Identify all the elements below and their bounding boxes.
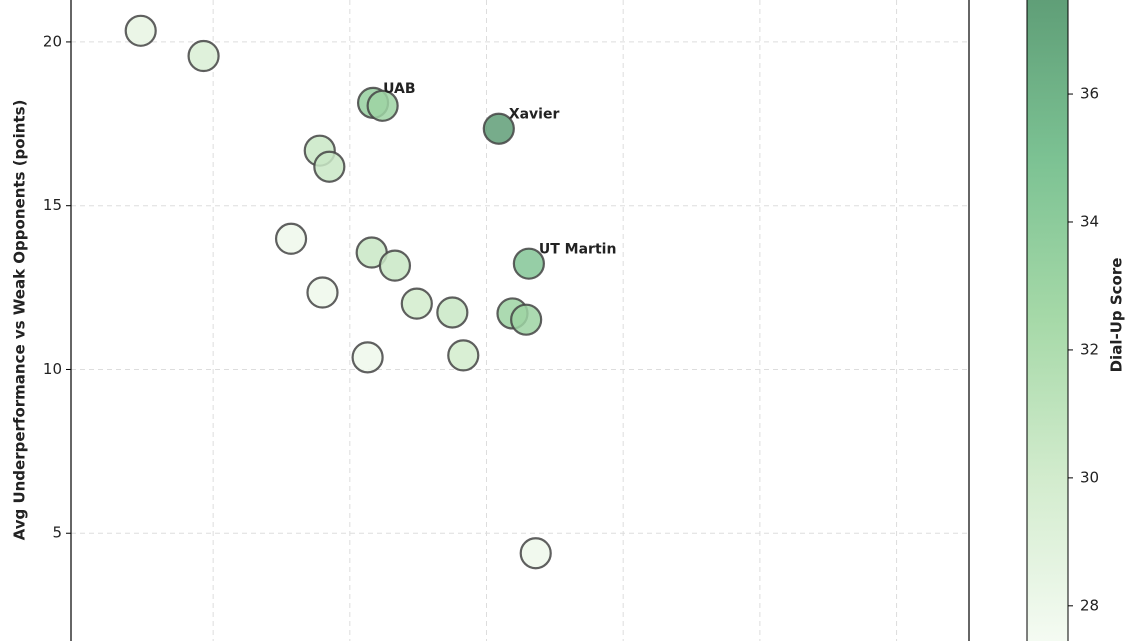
point bbox=[447, 339, 480, 372]
point bbox=[124, 14, 157, 47]
colorbar-tick-label: 34 bbox=[1080, 212, 1099, 230]
point bbox=[306, 276, 339, 309]
colorbar-tick-label: 32 bbox=[1080, 340, 1099, 358]
colorbar-tick-label: 36 bbox=[1080, 85, 1099, 103]
colorbar bbox=[1026, 0, 1069, 641]
colorbar-tick-label: 28 bbox=[1080, 596, 1099, 614]
point bbox=[482, 112, 515, 145]
point bbox=[351, 341, 384, 374]
point bbox=[512, 247, 545, 280]
point bbox=[436, 296, 469, 329]
point-label: UAB bbox=[383, 81, 415, 97]
colorbar-tick-label: 30 bbox=[1080, 468, 1099, 486]
y-tick-label: 5 bbox=[52, 524, 62, 542]
point bbox=[510, 303, 543, 336]
point bbox=[366, 89, 399, 122]
point bbox=[519, 537, 552, 570]
point-label: UT Martin bbox=[539, 242, 617, 258]
point bbox=[378, 249, 412, 282]
plot-frame bbox=[70, 0, 970, 641]
point-label: Xavier bbox=[509, 107, 560, 123]
colorbar-label: Dial-Up Score bbox=[1108, 258, 1126, 373]
y-tick-label: 10 bbox=[43, 360, 62, 378]
y-tick-label: 15 bbox=[43, 196, 62, 214]
point bbox=[400, 287, 433, 320]
point bbox=[187, 39, 220, 73]
point bbox=[313, 150, 346, 183]
y-tick-label: 20 bbox=[43, 32, 62, 50]
y-axis-label: Avg Underperformance vs Weak Opponents (… bbox=[11, 100, 29, 541]
point bbox=[274, 222, 308, 255]
